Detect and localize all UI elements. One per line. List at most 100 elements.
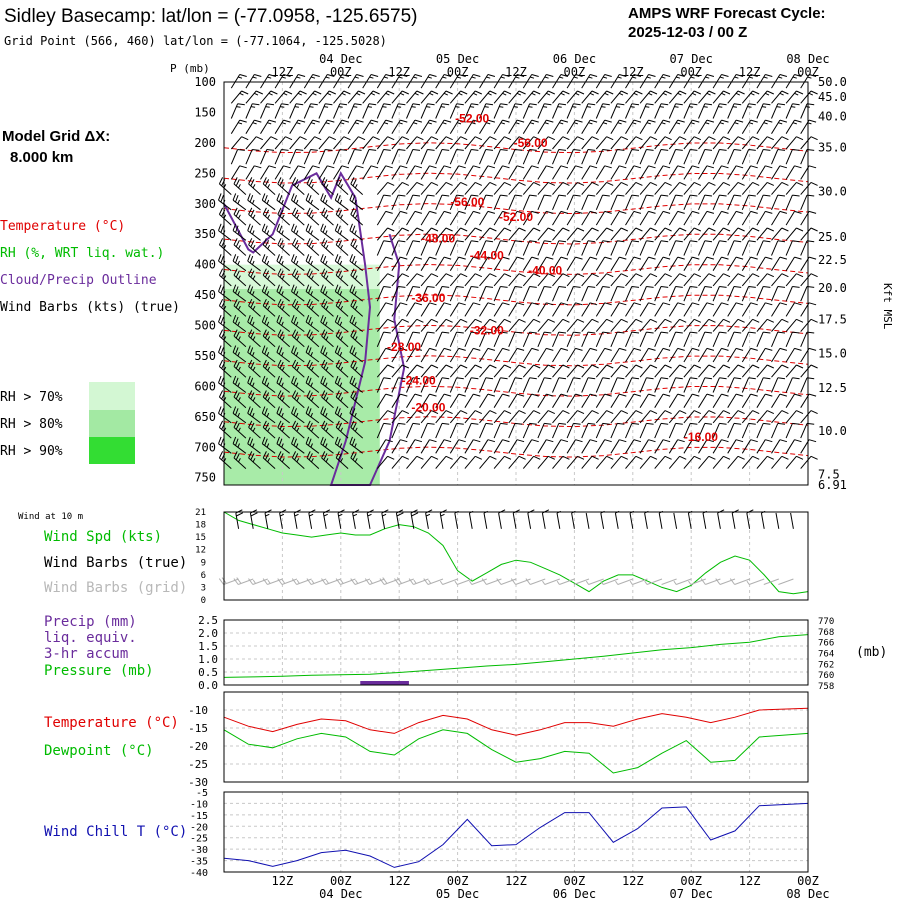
wind-barb — [291, 375, 305, 393]
wind-barb — [435, 377, 450, 393]
wind-barb-grid — [439, 578, 458, 585]
wind-barb — [610, 149, 625, 165]
wind-barb — [376, 439, 393, 454]
wind-barb — [334, 284, 349, 302]
wind-barb — [449, 318, 468, 332]
wind-barb — [698, 227, 716, 241]
wind-barb — [276, 223, 291, 241]
wind-barb — [639, 165, 656, 180]
wind-barb — [610, 136, 629, 150]
wind-barb — [262, 420, 276, 439]
wind-barb — [420, 364, 439, 378]
wind-barb — [464, 256, 481, 271]
wind-barb — [771, 194, 786, 210]
wind-barb — [668, 256, 685, 271]
wind-barb — [406, 286, 421, 302]
wind-barb — [464, 273, 483, 287]
wind-barb — [233, 238, 247, 256]
wind-barb — [464, 393, 481, 408]
wind-barb — [232, 436, 247, 454]
wind-barb — [712, 90, 731, 104]
wind-barb — [321, 420, 334, 439]
wind-barb — [318, 165, 335, 180]
wind-barb — [668, 74, 685, 89]
wind-barb — [581, 377, 596, 393]
wind-barb — [625, 119, 642, 134]
pressure-unit-label: (mb) — [856, 645, 887, 660]
wind-barb — [349, 254, 363, 272]
wind-barb — [668, 377, 683, 393]
wind-barb — [522, 302, 539, 317]
top-hour-label: 00Z — [330, 65, 352, 79]
wind-barb — [668, 331, 683, 347]
wind-barb — [610, 74, 627, 89]
wind-barb — [537, 194, 552, 210]
wind-barb — [464, 210, 481, 226]
rh80-swatch — [89, 410, 135, 437]
wind-barb — [464, 318, 483, 332]
wind-barb — [391, 227, 410, 241]
wind-barb — [508, 302, 525, 317]
wind-barb — [610, 210, 627, 226]
wind-barb-true — [322, 509, 331, 529]
wind-barb — [334, 375, 349, 393]
wind-barb — [639, 240, 654, 256]
wind-barb — [262, 451, 276, 469]
wind-barb — [522, 181, 541, 195]
wind-barb-grid — [496, 578, 517, 585]
wind-barb — [712, 149, 727, 165]
wind-barb — [537, 364, 556, 378]
wind-barb — [785, 364, 804, 378]
wind-barb — [625, 286, 640, 302]
wind-barb — [639, 90, 658, 104]
wind-barb — [508, 439, 525, 454]
wind-barb — [581, 364, 599, 378]
pressure-axis-label: P (mb) — [170, 62, 210, 75]
wind-barb — [333, 74, 350, 89]
wind-barb — [248, 207, 261, 226]
wind-barb — [320, 193, 334, 211]
wind-barb-grid — [629, 578, 648, 585]
wind-barb — [566, 227, 585, 241]
wind-barb — [306, 177, 320, 195]
wind-barb — [435, 273, 453, 287]
wind-barb-grid — [615, 578, 633, 585]
wind-barb — [800, 227, 818, 241]
wind-barb — [493, 240, 508, 256]
wind-barb — [277, 238, 291, 256]
wind-barb — [639, 377, 654, 393]
wind-barb — [595, 149, 610, 165]
wind-barb — [391, 165, 408, 180]
wind-barb — [435, 194, 450, 210]
wind-barb — [248, 451, 261, 469]
wind-barb — [435, 455, 453, 469]
wind-barb — [800, 273, 818, 287]
wind-barb — [508, 119, 525, 134]
wind-barb — [260, 90, 278, 104]
wind-barb — [406, 331, 421, 347]
wind-barb — [391, 410, 410, 424]
kft-tick-label: 10.0 — [818, 424, 847, 438]
wind-barb — [522, 227, 541, 241]
wind-barb — [493, 194, 508, 210]
wind-barb — [771, 90, 789, 104]
wind-barb-true — [366, 509, 374, 529]
wind-barb — [233, 329, 247, 348]
wind-barb — [741, 149, 756, 165]
wind-barb — [581, 74, 598, 89]
wind-barb — [625, 103, 640, 119]
wind-barb — [785, 302, 802, 317]
wind-barb — [639, 227, 658, 241]
wind-barb — [771, 318, 789, 332]
wind-barb — [771, 165, 788, 180]
wind-barb — [771, 422, 786, 439]
wind-barb — [552, 347, 569, 363]
wind-barb-grid — [673, 578, 692, 585]
wind-barb — [218, 298, 232, 317]
wind-barb — [771, 273, 789, 287]
wind-barb-grid — [715, 578, 736, 585]
wind-barb — [581, 393, 598, 408]
wind-barb — [771, 331, 786, 347]
wind-barb — [449, 210, 466, 226]
wind-barb — [303, 74, 320, 89]
